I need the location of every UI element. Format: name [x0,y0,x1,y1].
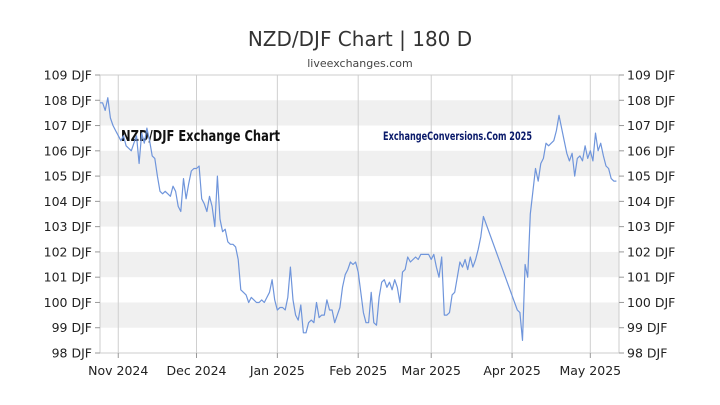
chart-title: NZD/DJF Chart | 180 D [248,27,472,51]
grid-band [100,100,619,126]
grid-band [100,150,619,177]
y-tick-label-left: 104 DJF [44,194,92,209]
y-tick-label-left: 108 DJF [44,93,92,108]
y-tick-label-left: 101 DJF [44,270,92,285]
y-tick-label-left: 99 DJF [52,320,92,335]
y-tick-label-right: 101 DJF [627,270,675,285]
grid-band [100,201,619,227]
y-tick-label-left: 106 DJF [44,143,92,158]
watermark-exchange-chart: NZD/DJF Exchange Chart [121,127,280,145]
x-tick-label: Apr 2025 [483,363,540,378]
vertical-gridlines [117,75,591,353]
x-tick-label: May 2025 [559,363,621,378]
y-tick-label-right: 104 DJF [627,194,675,209]
y-tick-label-left: 105 DJF [44,169,92,184]
y-tick-label-right: 106 DJF [627,143,675,158]
grid-band [100,251,619,278]
y-tick-label-right: 105 DJF [627,169,675,184]
y-tick-label-right: 103 DJF [627,219,675,234]
x-tick-label: Mar 2025 [402,363,461,378]
y-tick-label-left: 103 DJF [44,219,92,234]
plot-area [99,74,620,354]
y-tick-label-left: 100 DJF [44,295,92,310]
series-line-nzd-djf [100,97,617,341]
y-tick-label-right: 108 DJF [627,93,675,108]
x-axis: Nov 2024 Dec 2024 Jan 2025 Feb 2025 Mar 2025… [88,353,621,378]
x-tick-label: Nov 2024 [88,363,148,378]
x-tick-label: Dec 2024 [167,363,227,378]
x-tick-label: Feb 2025 [329,363,387,378]
y-tick-label-left: 109 DJF [44,68,92,83]
y-tick-label-right: 109 DJF [627,68,675,83]
watermark-exchangeconversions: ExchangeConversions.Com 2025 [383,129,532,143]
y-axis-left: 109 DJF 108 DJF 107 DJF 106 DJF 105 DJF 104 D… [44,68,100,361]
chart-subtitle: liveexchanges.com [307,57,412,70]
grid-bands [100,100,619,328]
x-tick-label: Jan 2025 [249,363,305,378]
y-tick-label-left: 102 DJF [44,244,92,259]
y-tick-label-left: 107 DJF [44,118,92,133]
y-tick-label-right: 100 DJF [627,295,675,310]
y-tick-label-right: 98 DJF [627,346,667,361]
y-axis-right: 109 DJF 108 DJF 107 DJF 106 DJF 105 DJF 104 D… [619,68,675,361]
y-tick-label-left: 98 DJF [52,346,92,361]
y-tick-label-right: 99 DJF [627,320,667,335]
grid-band [100,302,619,328]
y-tick-label-right: 107 DJF [627,118,675,133]
y-tick-label-right: 102 DJF [627,244,675,259]
